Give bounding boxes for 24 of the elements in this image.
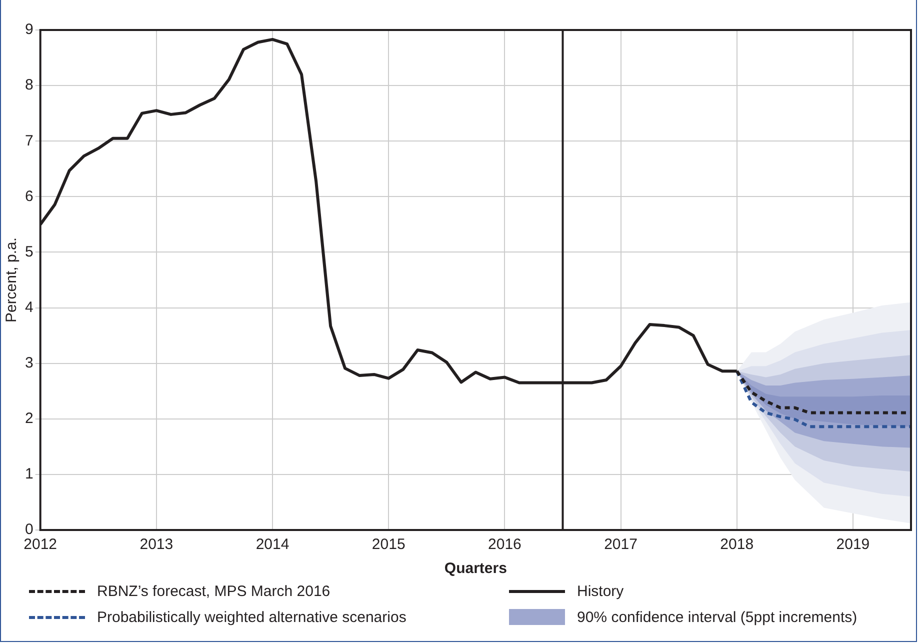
- y-tick-label: 3: [25, 354, 34, 372]
- x-axis-title: Quarters: [444, 560, 507, 578]
- x-tick-label: 2018: [720, 536, 754, 554]
- x-tick-label: 2013: [140, 536, 174, 554]
- x-tick-label: 2012: [24, 536, 58, 554]
- x-tick-label: 2015: [372, 536, 406, 554]
- x-tick-label: 2019: [836, 536, 870, 554]
- x-tick-label: 2014: [256, 536, 290, 554]
- x-tick-label: 2017: [604, 536, 638, 554]
- y-tick-label: 2: [25, 410, 34, 428]
- y-tick-label: 9: [25, 21, 34, 38]
- x-tick-label: 2016: [488, 536, 522, 554]
- y-tick-label: 7: [25, 132, 34, 150]
- legend-label: 90% confidence interval (5ppt increments): [577, 608, 858, 626]
- y-tick-label: 8: [25, 76, 34, 94]
- y-tick-label: 4: [25, 298, 34, 316]
- y-tick-label: 0: [25, 521, 34, 538]
- legend-label: Probabilistically weighted alternative scenarios: [97, 608, 406, 626]
- legend-label: History: [577, 582, 624, 600]
- legend-label: RBNZ’s forecast, MPS March 2016: [97, 582, 330, 600]
- y-tick-label: 5: [25, 243, 34, 260]
- y-tick-label: 6: [25, 188, 34, 205]
- y-axis-title: Percent, p.a.: [3, 237, 20, 323]
- y-tick-label: 1: [25, 466, 34, 483]
